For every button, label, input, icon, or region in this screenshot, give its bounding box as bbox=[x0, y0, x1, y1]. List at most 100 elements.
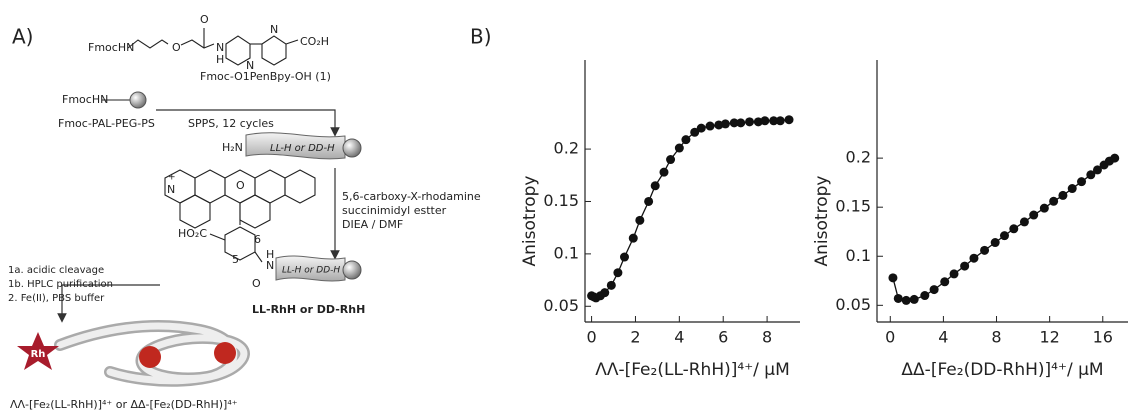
chem-label: O bbox=[236, 179, 245, 192]
data-point bbox=[1029, 210, 1039, 220]
data-point bbox=[940, 277, 950, 287]
data-point bbox=[980, 245, 990, 255]
step-label: 1b. HPLC purification bbox=[8, 279, 113, 290]
chem-label: N bbox=[246, 59, 254, 72]
chem-label: H bbox=[266, 248, 274, 261]
chem-label: 6 bbox=[254, 233, 261, 246]
reagent: 5,6-carboxy-X-rhodamine bbox=[342, 190, 481, 203]
y-axis-label: Anisotropy bbox=[520, 176, 540, 267]
data-point bbox=[666, 155, 676, 165]
data-point bbox=[999, 231, 1009, 241]
helicate-ribbon bbox=[56, 322, 248, 385]
data-point bbox=[720, 119, 730, 129]
chem-label: O bbox=[200, 13, 209, 26]
y-tick-label: 0.15 bbox=[543, 191, 579, 210]
x-tick-label: 0 bbox=[586, 328, 596, 347]
chem-label: 5 bbox=[232, 253, 239, 266]
y-tick-label: 0.1 bbox=[554, 243, 579, 262]
iron-center bbox=[214, 342, 236, 364]
x-tick-label: 8 bbox=[762, 328, 772, 347]
x-tick-label: 4 bbox=[938, 328, 948, 347]
data-point bbox=[775, 116, 785, 126]
reagent: DIEA / DMF bbox=[342, 218, 403, 231]
data-point bbox=[681, 135, 691, 145]
x-tick-label: 2 bbox=[630, 328, 640, 347]
ring bbox=[225, 35, 251, 66]
y-tick-label: 0.05 bbox=[835, 295, 871, 314]
chem-label: HO₂C bbox=[178, 227, 207, 240]
y-tick-label: 0.1 bbox=[846, 246, 871, 265]
y-tick-label: 0.2 bbox=[554, 139, 579, 158]
data-point bbox=[1009, 224, 1019, 234]
data-point bbox=[635, 215, 645, 225]
peptide-ribbon bbox=[245, 132, 346, 160]
chem-label: N bbox=[266, 259, 274, 272]
data-point bbox=[769, 116, 779, 126]
x-tick-label: 12 bbox=[1039, 328, 1059, 347]
chem-label: FmocHN bbox=[62, 93, 108, 106]
data-point bbox=[644, 196, 654, 206]
chem-label: O bbox=[252, 277, 261, 290]
resin-bead bbox=[129, 91, 147, 109]
y-tick-label: 0.2 bbox=[846, 148, 871, 167]
data-point bbox=[729, 118, 739, 128]
x-tick-label: 16 bbox=[1093, 328, 1113, 347]
chem-label: CO₂H bbox=[300, 35, 329, 48]
data-point bbox=[745, 117, 755, 127]
bond bbox=[285, 39, 299, 45]
x-tick-label: 0 bbox=[885, 328, 895, 347]
resin-bead bbox=[342, 260, 362, 280]
data-point bbox=[1058, 190, 1068, 200]
data-point bbox=[1110, 153, 1120, 163]
data-point bbox=[619, 252, 629, 262]
y-axis-label: Anisotropy bbox=[812, 176, 832, 267]
chem-label: N bbox=[270, 23, 278, 36]
data-point bbox=[1092, 165, 1102, 175]
peptide-label: LL-H or DD-H bbox=[270, 143, 335, 154]
fluorophore-star bbox=[17, 332, 59, 370]
reagent: succinimidyl estter bbox=[342, 204, 447, 217]
x-axis-label: ΔΔ-[Fe₂(DD-RhH)]⁴⁺/ μM bbox=[901, 360, 1103, 380]
iron-center bbox=[139, 346, 161, 368]
data-point bbox=[674, 143, 684, 153]
step-label: SPPS, 12 cycles bbox=[188, 117, 274, 130]
step-label: 2. Fe(II), PBS buffer bbox=[8, 293, 105, 304]
data-point bbox=[606, 280, 616, 290]
data-point bbox=[901, 295, 911, 305]
data-point bbox=[893, 293, 903, 303]
data-point bbox=[1086, 170, 1096, 180]
data-point bbox=[705, 121, 715, 131]
step-label: 1a. acidic cleavage bbox=[8, 265, 104, 276]
data-point bbox=[628, 233, 638, 243]
ring bbox=[261, 35, 287, 66]
peptide-ribbon bbox=[275, 255, 346, 282]
resin-name: Fmoc-PAL-PEG-PS bbox=[58, 117, 155, 130]
chem-label: O bbox=[172, 41, 181, 54]
arrow bbox=[156, 109, 340, 137]
arrow bbox=[57, 284, 160, 323]
x-tick-label: 4 bbox=[674, 328, 684, 347]
data-point bbox=[909, 294, 919, 304]
y-tick-label: 0.15 bbox=[835, 197, 871, 216]
chem-label: N bbox=[216, 41, 224, 54]
rhodamine-structure bbox=[164, 169, 316, 263]
fluorophore-label: Rh bbox=[31, 349, 46, 360]
data-point bbox=[613, 268, 623, 278]
resin-bead bbox=[342, 138, 362, 158]
data-point bbox=[1049, 196, 1059, 206]
panel-label: A) bbox=[12, 25, 33, 49]
compound-name: Fmoc-O1PenBpy-OH (1) bbox=[200, 70, 331, 83]
data-point bbox=[960, 261, 970, 271]
y-tick-label: 0.05 bbox=[543, 296, 579, 315]
x-axis-label: ΛΛ-[Fe₂(LL-RhH)]⁴⁺/ μM bbox=[595, 360, 790, 380]
x-tick-label: 8 bbox=[991, 328, 1001, 347]
data-point bbox=[736, 118, 746, 128]
data-point bbox=[760, 116, 770, 126]
bond bbox=[127, 39, 169, 49]
product-label: ΛΛ-[Fe₂(LL-RhH)]⁴⁺ or ΔΔ-[Fe₂(DD-RhH)]⁴⁺ bbox=[10, 398, 238, 411]
data-point bbox=[949, 269, 959, 279]
chem-label: + bbox=[168, 173, 176, 183]
data-point bbox=[650, 181, 660, 191]
